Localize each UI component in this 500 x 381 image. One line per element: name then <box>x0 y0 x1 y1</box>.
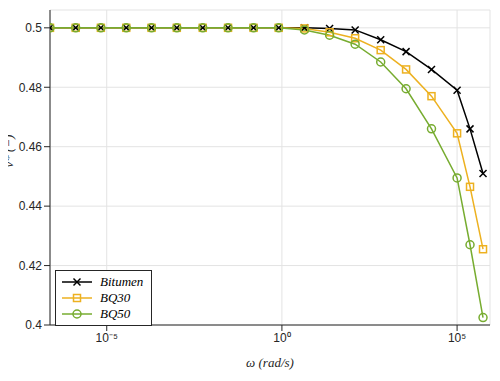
html-text:Bitumen: Bitumen <box>100 274 144 289</box>
svg-text:0.42: 0.42 <box>19 259 43 273</box>
svg-text:0.46: 0.46 <box>19 140 43 154</box>
svg-text:ω (rad/s): ω (rad/s) <box>246 355 294 370</box>
svg-text:10⁰: 10⁰ <box>273 331 290 345</box>
svg-text:10⁵: 10⁵ <box>448 331 466 345</box>
svg-text:0.4: 0.4 <box>25 318 42 332</box>
svg-text:0.5: 0.5 <box>25 21 42 35</box>
html-text:BQ30: BQ30 <box>100 290 131 305</box>
svg-text:0.48: 0.48 <box>19 81 43 95</box>
svg-text:0.44: 0.44 <box>19 199 43 213</box>
html-text:BQ50: BQ50 <box>100 306 131 321</box>
svg-text:ν* (−): ν* (−) <box>8 135 16 168</box>
svg-text:10⁻⁵: 10⁻⁵ <box>96 331 118 345</box>
